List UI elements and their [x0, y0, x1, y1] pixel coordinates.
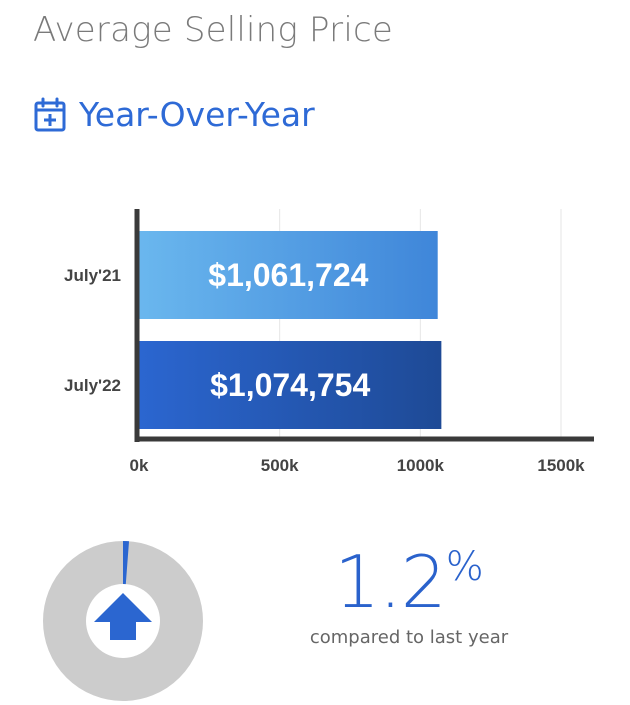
change-donut [43, 541, 203, 701]
bar-chart: $1,061,724 July'21 $1,074,754 July'22 0k 500k… [0, 195, 630, 495]
x-tick-label-2: 1000k [397, 456, 445, 475]
page-title: Average Selling Price [33, 10, 393, 50]
change-percent-unit: % [445, 544, 484, 590]
up-arrow-icon [94, 593, 152, 640]
change-percent: 1.2% [300, 542, 518, 622]
bar-0 [139, 231, 438, 319]
bar-chart-svg: $1,061,724 July'21 $1,074,754 July'22 0k 500k… [64, 209, 594, 475]
section-title: Year-Over-Year [79, 95, 315, 134]
change-donut-svg [43, 541, 203, 701]
category-label-0: July'21 [64, 266, 121, 285]
section-header: Year-Over-Year [33, 95, 315, 134]
x-tick-label-1: 500k [261, 456, 299, 475]
x-tick-label-0: 0k [130, 456, 149, 475]
bar-data-label-1: $1,074,754 [210, 367, 370, 403]
change-caption: compared to last year [309, 627, 509, 648]
bar-1 [139, 341, 442, 429]
x-tick-label-3: 1500k [537, 456, 585, 475]
bar-data-label-0: $1,061,724 [208, 257, 368, 293]
category-label-1: July'22 [64, 376, 121, 395]
bars [139, 231, 442, 429]
axes [134, 209, 594, 442]
calendar-plus-icon [33, 97, 67, 133]
change-percent-value: 1.2 [334, 540, 447, 624]
labels: $1,061,724 July'21 $1,074,754 July'22 0k 500k… [64, 257, 585, 475]
